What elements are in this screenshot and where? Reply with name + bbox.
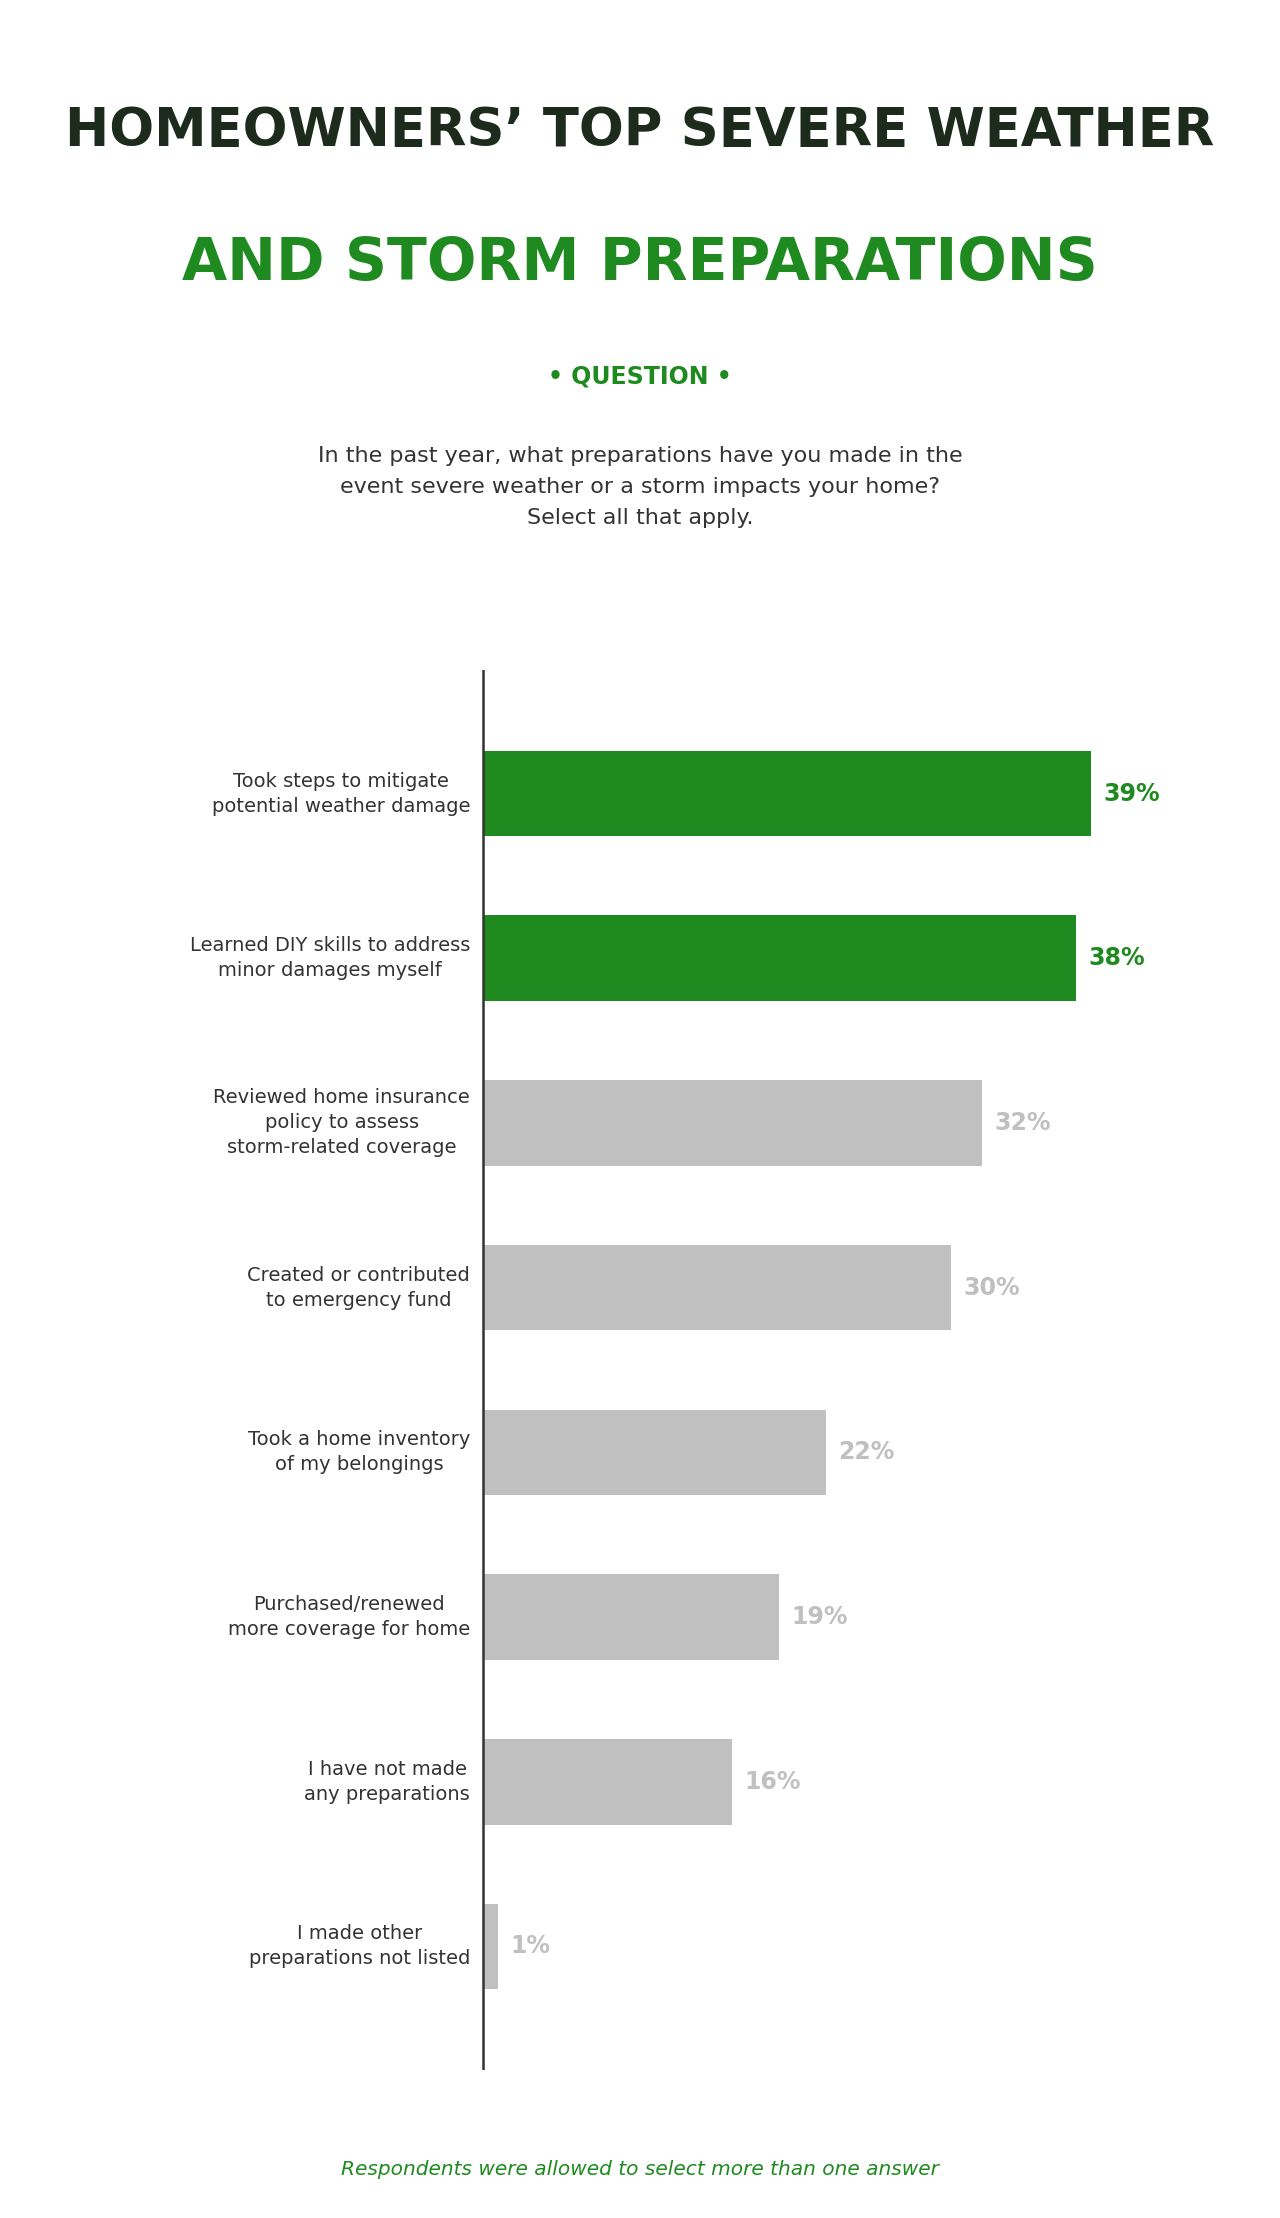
Text: 22%: 22%	[838, 1439, 895, 1464]
Text: Respondents were allowed to select more than one answer: Respondents were allowed to select more …	[340, 2160, 940, 2178]
Bar	[483, 1575, 780, 1659]
Text: 39%: 39%	[1103, 781, 1160, 805]
Bar	[483, 1408, 826, 1495]
Text: HOMEOWNERS’ TOP SEVERE WEATHER: HOMEOWNERS’ TOP SEVERE WEATHER	[65, 104, 1215, 157]
Text: 32%: 32%	[995, 1111, 1051, 1136]
Text: 30%: 30%	[963, 1275, 1020, 1300]
Text: I made other
preparations not listed: I made other preparations not listed	[248, 1925, 470, 1967]
Bar	[483, 750, 1091, 836]
Text: 38%: 38%	[1088, 947, 1144, 969]
Text: Purchased/renewed
more coverage for home: Purchased/renewed more coverage for home	[228, 1595, 470, 1639]
Bar	[483, 1244, 951, 1331]
Bar	[483, 916, 1075, 1000]
Text: Learned DIY skills to address
minor damages myself: Learned DIY skills to address minor dama…	[189, 936, 470, 980]
Text: • QUESTION •: • QUESTION •	[548, 364, 732, 388]
Text: Took a home inventory
of my belongings: Took a home inventory of my belongings	[248, 1431, 470, 1475]
Text: In the past year, what preparations have you made in the
event severe weather or: In the past year, what preparations have…	[317, 446, 963, 528]
Bar	[483, 1739, 732, 1825]
Bar	[483, 1080, 982, 1167]
Text: I have not made
any preparations: I have not made any preparations	[305, 1759, 470, 1803]
Text: 1%: 1%	[511, 1934, 550, 1958]
Text: 16%: 16%	[745, 1770, 801, 1794]
Text: AND STORM PREPARATIONS: AND STORM PREPARATIONS	[182, 235, 1098, 293]
Text: 19%: 19%	[791, 1606, 849, 1628]
Text: Took steps to mitigate
potential weather damage: Took steps to mitigate potential weather…	[211, 772, 470, 816]
Text: Reviewed home insurance
policy to assess
storm-related coverage: Reviewed home insurance policy to assess…	[214, 1089, 470, 1158]
Bar	[483, 1903, 498, 1990]
Text: Created or contributed
to emergency fund: Created or contributed to emergency fund	[247, 1266, 470, 1309]
